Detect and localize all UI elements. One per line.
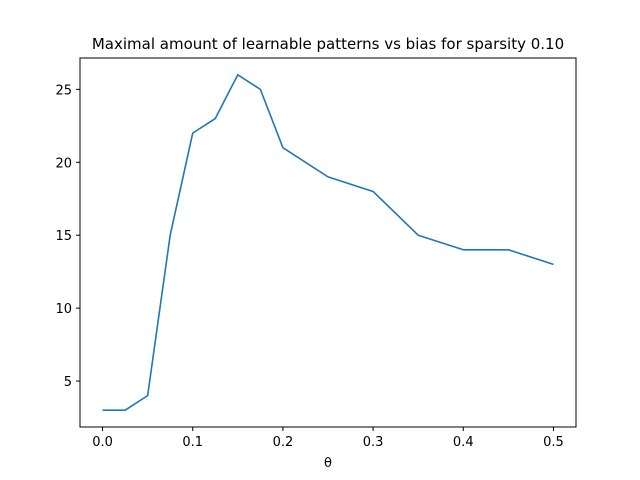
x-tick-label: 0.5 xyxy=(543,435,564,450)
x-axis-ticks: 0.0 0.1 0.2 0.3 0.4 0.5 xyxy=(92,427,564,450)
plot-frame xyxy=(79,57,577,428)
y-tick-label: 5 xyxy=(64,375,72,390)
x-tick-label: 0.1 xyxy=(182,435,203,450)
x-axis-label: θ xyxy=(324,456,332,471)
y-tick-label: 10 xyxy=(55,302,72,317)
y-tick-label: 25 xyxy=(55,83,72,98)
series-layer xyxy=(102,73,554,412)
y-tick-label: 20 xyxy=(55,156,72,171)
chart-title: Maximal amount of learnable patterns vs … xyxy=(92,35,564,53)
y-tick-label: 15 xyxy=(55,229,72,244)
x-tick-label: 0.2 xyxy=(273,435,294,450)
x-tick-label: 0.4 xyxy=(453,435,474,450)
x-tick-label: 0.3 xyxy=(363,435,384,450)
y-axis-ticks: 5 10 15 20 25 xyxy=(55,83,80,390)
x-tick-label: 0.0 xyxy=(92,435,113,450)
